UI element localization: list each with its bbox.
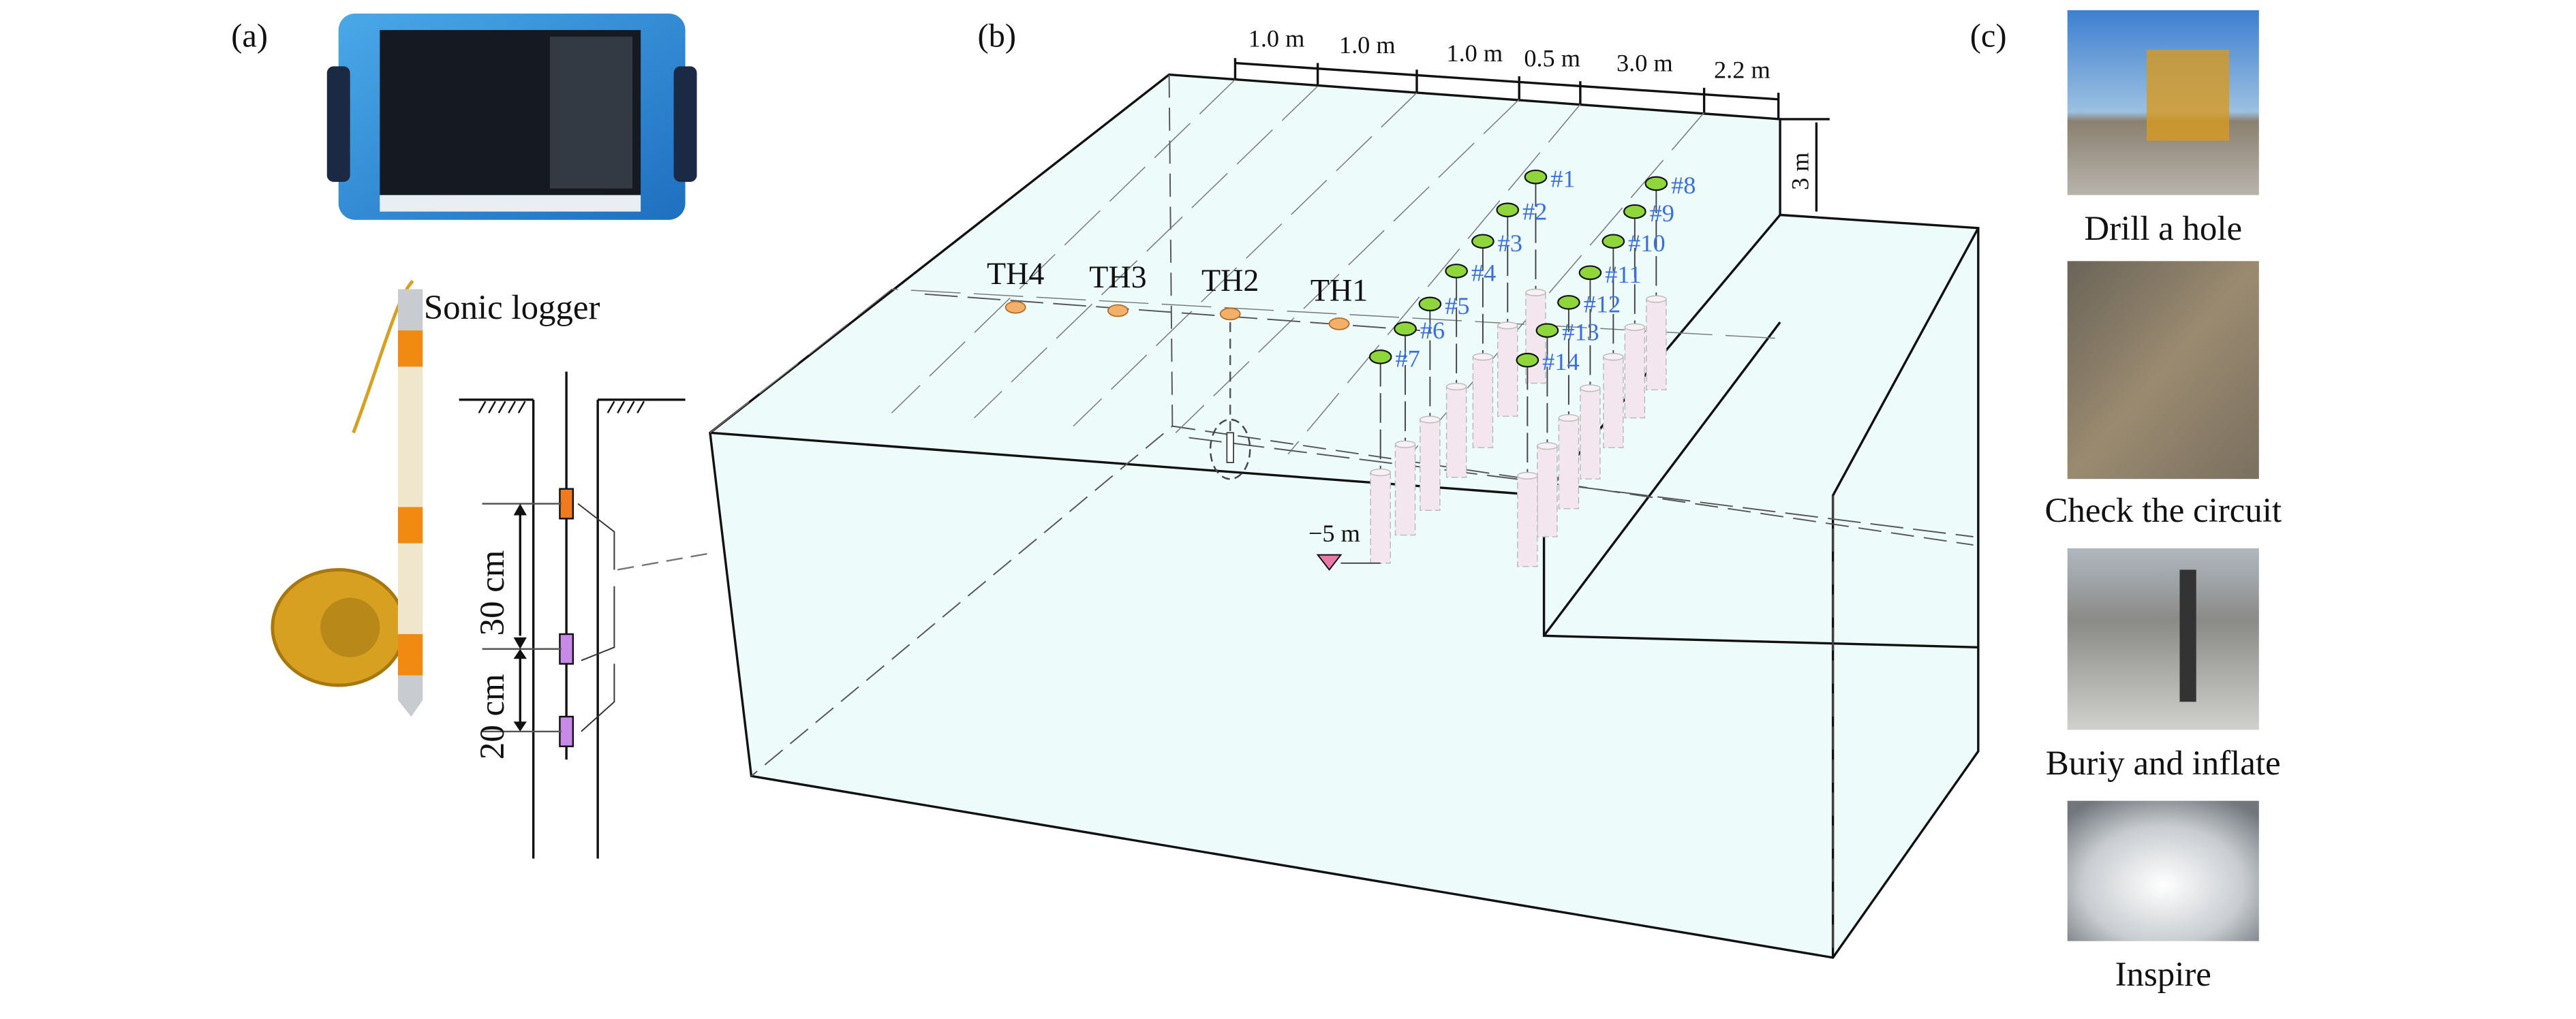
photo-bury xyxy=(2067,548,2259,730)
explosive-charge xyxy=(1646,298,1667,391)
explosive-charge xyxy=(1525,292,1546,384)
blast-hole-label: #8 xyxy=(1671,172,1696,199)
spacing-30cm: 30 cm xyxy=(474,550,512,636)
step-inspect-caption: Inspire xyxy=(2115,956,2211,994)
panel-b-label: (b) xyxy=(977,18,1016,54)
explosive-charge xyxy=(1472,356,1494,448)
test-probe xyxy=(1209,322,1251,480)
explosive-charge xyxy=(1370,471,1391,564)
blast-hole-label: #5 xyxy=(1445,292,1469,319)
blast-hole-label: #13 xyxy=(1562,319,1599,346)
step-bury-caption: Buriy and inflate xyxy=(2046,744,2281,783)
blast-hole-marker xyxy=(1578,265,1602,281)
depth-marker-icon xyxy=(1316,554,1343,571)
receiver-1 xyxy=(559,633,574,665)
blast-hole-marker xyxy=(1644,176,1668,191)
blast-hole-marker xyxy=(1368,349,1392,364)
test-hole-label: TH2 xyxy=(1201,263,1259,298)
blast-hole-label: #4 xyxy=(1471,259,1496,286)
panel-b: (b) 1.0 m 1.0 m 1.0 m 0.5 m 3.0 m 2.2 m xyxy=(709,18,1980,959)
step-drill-caption: Drill a hole xyxy=(2084,210,2242,248)
explosive-charge xyxy=(1445,386,1467,478)
explosive-charge xyxy=(1603,356,1624,448)
blast-hole-marker xyxy=(1516,352,1539,368)
explosive-charge xyxy=(1558,417,1580,510)
explosive-charge xyxy=(1420,419,1441,511)
explosive-charge xyxy=(1497,325,1518,417)
blast-hole-label: #2 xyxy=(1522,198,1547,225)
photo-blast xyxy=(2067,800,2259,941)
blast-hole-label: #10 xyxy=(1628,230,1666,257)
blast-hole-label: #3 xyxy=(1498,230,1522,257)
depth-label: −5 m xyxy=(1308,520,1360,547)
dim-2: 1.0 m xyxy=(1339,31,1396,59)
blast-hole-marker xyxy=(1535,323,1559,338)
step-height: 3 m xyxy=(1786,153,1813,191)
sonic-logger-image xyxy=(326,13,697,220)
borehole-schematic: 30 cm 20 cm xyxy=(459,371,711,859)
panel-c-label: (c) xyxy=(1970,18,2007,54)
blast-hole-marker xyxy=(1394,321,1417,336)
blast-hole-marker xyxy=(1623,204,1646,219)
blast-hole-marker xyxy=(1471,234,1494,249)
receiver-2 xyxy=(559,715,574,747)
blast-hole-marker xyxy=(1557,295,1580,310)
step-circuit-caption: Check the circuit xyxy=(2044,492,2282,530)
dim-1: 1.0 m xyxy=(1248,25,1305,52)
blast-hole-marker xyxy=(1445,264,1468,279)
explosive-charge xyxy=(1394,443,1416,536)
blast-hole-label: #9 xyxy=(1650,200,1674,227)
test-hole-marker xyxy=(1219,307,1241,321)
blast-hole-marker xyxy=(1418,296,1442,312)
panel-c: (c) Drill a hole Check the circuit Buriy… xyxy=(1970,10,2282,994)
probe-photo xyxy=(271,279,423,717)
explosive-charge xyxy=(1537,445,1558,537)
blast-hole-label: #6 xyxy=(1420,317,1445,344)
blast-hole-marker xyxy=(1496,202,1520,217)
explosive-charge xyxy=(1624,326,1646,419)
test-holes: TH4 TH3 TH2 TH1 xyxy=(987,256,1368,330)
test-hole-label: TH1 xyxy=(1310,272,1368,307)
blast-hole-marker xyxy=(1601,234,1625,249)
dimension-line: 1.0 m 1.0 m 1.0 m 0.5 m 3.0 m 2.2 m 3 m xyxy=(1233,25,1830,212)
test-hole-marker xyxy=(1005,300,1026,314)
dim-4: 0.5 m xyxy=(1524,44,1580,72)
blast-hole-label: #1 xyxy=(1550,165,1575,192)
rock-block xyxy=(709,73,1980,959)
explosive-charge xyxy=(1580,388,1601,480)
test-hole-label: TH4 xyxy=(987,256,1044,291)
sonic-logger-caption: Sonic logger xyxy=(424,289,600,327)
blast-hole-label: #7 xyxy=(1396,345,1420,372)
panel-a-label: (a) xyxy=(231,18,268,54)
panel-a: (a) Sonic logger xyxy=(231,13,711,859)
dim-5: 3.0 m xyxy=(1616,50,1673,77)
transmitter xyxy=(559,488,574,520)
blast-hole-label: #12 xyxy=(1584,290,1621,317)
blast-hole-marker xyxy=(1524,169,1548,185)
blast-hole-label: #14 xyxy=(1542,348,1580,375)
dim-3: 1.0 m xyxy=(1446,40,1503,67)
blast-holes: #1#2#3#4#5#6#7 #8#9 #10 #11#12#13#14 xyxy=(1368,165,1696,567)
photo-circuit xyxy=(2067,261,2259,480)
test-hole-label: TH3 xyxy=(1089,260,1146,294)
test-hole-marker xyxy=(1107,304,1129,317)
explosive-charge xyxy=(1517,475,1538,567)
blast-hole-label: #11 xyxy=(1605,261,1641,288)
dim-6: 2.2 m xyxy=(1714,56,1770,83)
spacing-20cm: 20 cm xyxy=(474,674,512,759)
test-hole-marker xyxy=(1328,317,1350,330)
